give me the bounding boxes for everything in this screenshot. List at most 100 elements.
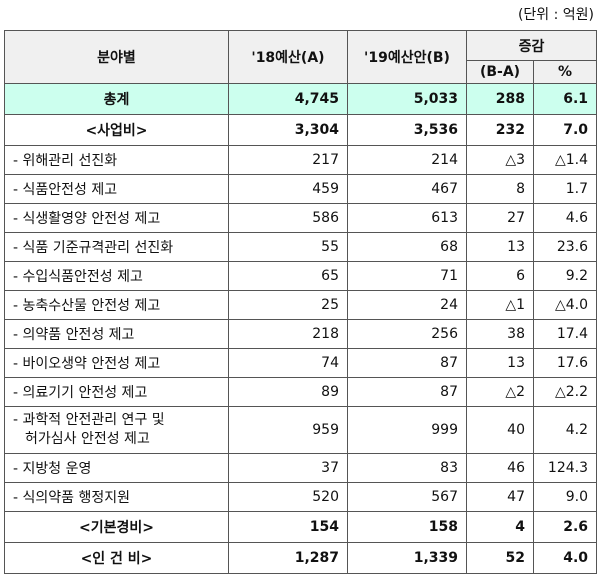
table-row: - 식품안전성 제고 459 467 8 1.7 <box>4 174 598 204</box>
row-diff: △2 <box>466 377 534 407</box>
row-name: - 위해관리 선진화 <box>4 145 229 175</box>
row-pct: 124.3 <box>532 453 598 483</box>
table-row: - 지방청 운영 37 83 46 124.3 <box>4 453 598 483</box>
row-name: 총계 <box>4 83 229 115</box>
row-name-line1: - 과학적 안전관리 연구 및 <box>13 412 165 428</box>
row-pct: 4.6 <box>532 203 598 233</box>
basic-expense-row: <기본경비> 154 158 4 2.6 <box>4 511 598 543</box>
row-pct: 17.4 <box>532 319 598 349</box>
row-pct: 4.0 <box>532 542 598 574</box>
row-2019: 467 <box>347 174 467 204</box>
row-2018: 459 <box>228 174 348 204</box>
row-2019: 158 <box>347 511 467 543</box>
table-row: - 농축수산물 안전성 제고 25 24 △1 △4.0 <box>4 290 598 320</box>
row-pct: 2.6 <box>532 511 598 543</box>
row-2018: 218 <box>228 319 348 349</box>
row-diff: 288 <box>466 83 534 115</box>
total-row: 총계 4,745 5,033 288 6.1 <box>4 83 598 115</box>
row-diff: 47 <box>466 482 534 512</box>
row-name: <기본경비> <box>4 511 229 543</box>
header-category: 분야별 <box>4 30 229 84</box>
row-diff: 38 <box>466 319 534 349</box>
row-diff: 40 <box>466 406 534 454</box>
row-diff: 4 <box>466 511 534 543</box>
row-pct: △2.2 <box>532 377 598 407</box>
row-2019: 68 <box>347 232 467 262</box>
row-diff: △3 <box>466 145 534 175</box>
row-name: - 지방청 운영 <box>4 453 229 483</box>
row-2019: 83 <box>347 453 467 483</box>
row-2019: 613 <box>347 203 467 233</box>
row-2018: 25 <box>228 290 348 320</box>
row-name: - 수입식품안전성 제고 <box>4 261 229 291</box>
row-2019: 87 <box>347 377 467 407</box>
row-name: <인 건 비> <box>4 542 229 574</box>
row-pct: 23.6 <box>532 232 598 262</box>
row-2018: 74 <box>228 348 348 378</box>
row-name: - 농축수산물 안전성 제고 <box>4 290 229 320</box>
row-diff: 46 <box>466 453 534 483</box>
table-row: - 위해관리 선진화 217 214 △3 △1.4 <box>4 145 598 175</box>
header-row-2: (B-A) % <box>5 60 598 84</box>
row-name: - 의료기기 안전성 제고 <box>4 377 229 407</box>
row-2018: 89 <box>228 377 348 407</box>
row-pct: △4.0 <box>532 290 598 320</box>
row-name-line2: 허가심사 안전성 제고 <box>25 431 150 447</box>
row-pct: 9.2 <box>532 261 598 291</box>
table-row: - 식품 기준규격관리 선진화 55 68 13 23.6 <box>4 232 598 262</box>
table-row: - 과학적 안전관리 연구 및 허가심사 안전성 제고 959 999 40 4… <box>4 406 598 454</box>
row-2019: 214 <box>347 145 467 175</box>
row-2018: 3,304 <box>228 114 348 146</box>
business-cost-row: <사업비> 3,304 3,536 232 7.0 <box>4 114 598 146</box>
row-2018: 154 <box>228 511 348 543</box>
row-pct: 1.7 <box>532 174 598 204</box>
row-name: <사업비> <box>4 114 229 146</box>
row-2019: 71 <box>347 261 467 291</box>
header-change-line1: 증감 <box>518 38 545 55</box>
header-change: 증감 <box>465 30 598 61</box>
row-2018: 55 <box>228 232 348 262</box>
header-row: 분야별 '18예산(A) '19예산안(B) 증감 <box>4 30 598 84</box>
row-2019: 567 <box>347 482 467 512</box>
table-row: - 식생활영양 안전성 제고 586 613 27 4.6 <box>4 203 598 233</box>
row-2018: 37 <box>228 453 348 483</box>
row-diff: 13 <box>466 348 534 378</box>
table-row: - 바이오생약 안전성 제고 74 87 13 17.6 <box>4 348 598 378</box>
table-row: - 의료기기 안전성 제고 89 87 △2 △2.2 <box>4 377 598 407</box>
row-pct: 4.2 <box>532 406 598 454</box>
row-pct: 7.0 <box>532 114 598 146</box>
row-name: - 바이오생약 안전성 제고 <box>4 348 229 378</box>
row-2018: 1,287 <box>228 542 348 574</box>
table-row: - 수입식품안전성 제고 65 71 6 9.2 <box>4 261 598 291</box>
row-name: - 식의약품 행정지원 <box>4 482 229 512</box>
row-2019: 24 <box>347 290 467 320</box>
header-2018-budget: '18예산(A) <box>228 30 348 84</box>
row-2018: 4,745 <box>228 83 348 115</box>
row-2019: 1,339 <box>347 542 467 574</box>
row-diff: 232 <box>466 114 534 146</box>
row-pct: △1.4 <box>532 145 598 175</box>
row-diff: 13 <box>466 232 534 262</box>
row-name: - 식품 기준규격관리 선진화 <box>4 232 229 262</box>
row-diff: 52 <box>466 542 534 574</box>
table-row: - 의약품 안전성 제고 218 256 38 17.4 <box>4 319 598 349</box>
unit-note: (단위 : 억원) <box>517 7 594 23</box>
row-pct: 17.6 <box>532 348 598 378</box>
row-2018: 65 <box>228 261 348 291</box>
row-2019: 256 <box>347 319 467 349</box>
row-name: - 과학적 안전관리 연구 및 허가심사 안전성 제고 <box>4 406 229 454</box>
personnel-expense-row: <인 건 비> 1,287 1,339 52 4.0 <box>4 542 598 574</box>
row-2019: 5,033 <box>347 83 467 115</box>
row-2018: 586 <box>228 203 348 233</box>
table-row: - 식의약품 행정지원 520 567 47 9.0 <box>4 482 598 512</box>
row-name: - 식품안전성 제고 <box>4 174 229 204</box>
header-change-amount: (B-A) <box>466 60 534 84</box>
header-2019-budget: '19예산안(B) <box>347 30 467 84</box>
row-name: - 의약품 안전성 제고 <box>4 319 229 349</box>
row-2018: 520 <box>228 482 348 512</box>
row-2019: 87 <box>347 348 467 378</box>
row-diff: 8 <box>466 174 534 204</box>
budget-table: 분야별 '18예산(A) '19예산안(B) 증감 (B-A) % 총계 4,7… <box>4 30 598 574</box>
row-diff: △1 <box>466 290 534 320</box>
row-pct: 9.0 <box>532 482 598 512</box>
